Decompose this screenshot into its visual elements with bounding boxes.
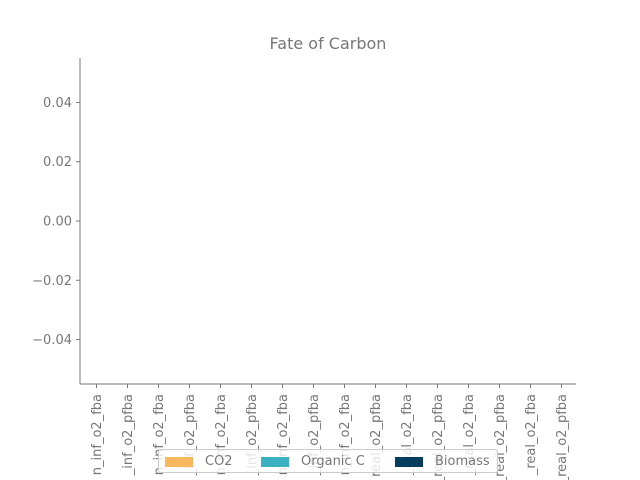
- legend-swatch-organic-c: [261, 457, 289, 467]
- legend-swatch-co2: [165, 457, 193, 467]
- legend-label-organic-c: Organic C: [301, 454, 365, 469]
- chart-title: Fate of Carbon: [270, 34, 387, 53]
- x-tick-label: n_inf_o2_fba: [90, 394, 105, 475]
- legend-label-co2: CO2: [205, 454, 233, 469]
- y-tick-label: −0.04: [32, 333, 72, 348]
- x-tick-label: _real_o2_fba: [524, 394, 539, 476]
- y-tick-label: −0.02: [32, 274, 72, 289]
- legend-label-biomass: Biomass: [435, 454, 490, 469]
- x-tick-label: _real_o2_pfba: [555, 394, 570, 480]
- y-tick-label: 0.02: [43, 155, 72, 170]
- legend: CO2 Organic C Biomass: [158, 449, 498, 473]
- y-axis: 0.04 0.02 0.00 −0.02 −0.04: [32, 58, 81, 384]
- y-tick-label: 0.00: [43, 215, 72, 230]
- legend-swatch-biomass: [395, 457, 423, 467]
- x-tick-label: _inf_o2_pfba: [121, 394, 136, 476]
- y-tick-label: 0.04: [43, 96, 72, 111]
